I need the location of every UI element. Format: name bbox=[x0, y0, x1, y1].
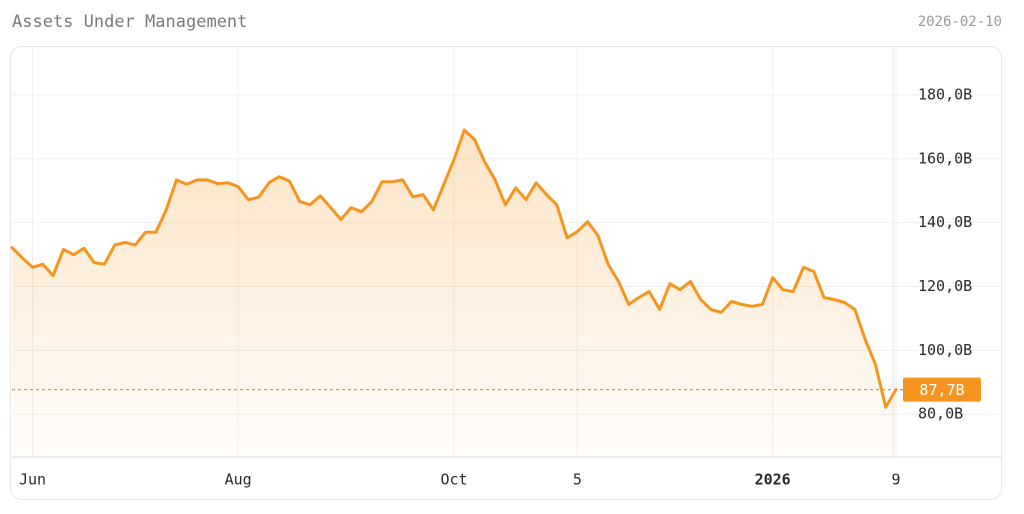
value-badge-label: 87,7B bbox=[919, 381, 964, 399]
x-tick-label: 2026 bbox=[755, 471, 791, 489]
y-tick-label: 100,0B bbox=[918, 341, 972, 359]
x-tick-label: Aug bbox=[225, 471, 252, 489]
chart-title: Assets Under Management bbox=[12, 12, 247, 32]
x-tick-label: Oct bbox=[440, 471, 467, 489]
x-tick-label: Jun bbox=[19, 471, 46, 489]
y-tick-label: 120,0B bbox=[918, 277, 972, 295]
area bbox=[12, 130, 896, 457]
date: 2026-02-10 bbox=[918, 14, 1002, 30]
y-tick-label: 140,0B bbox=[918, 213, 972, 231]
y-tick-label: 160,0B bbox=[918, 149, 972, 167]
y-tick-label: 80,0B bbox=[918, 405, 963, 423]
y-tick-label: 180,0B bbox=[918, 85, 972, 103]
value-badge bbox=[903, 377, 981, 402]
x-tick-label: 5 bbox=[573, 471, 582, 489]
x-tick-label: 9 bbox=[891, 471, 900, 489]
line bbox=[10, 128, 898, 409]
